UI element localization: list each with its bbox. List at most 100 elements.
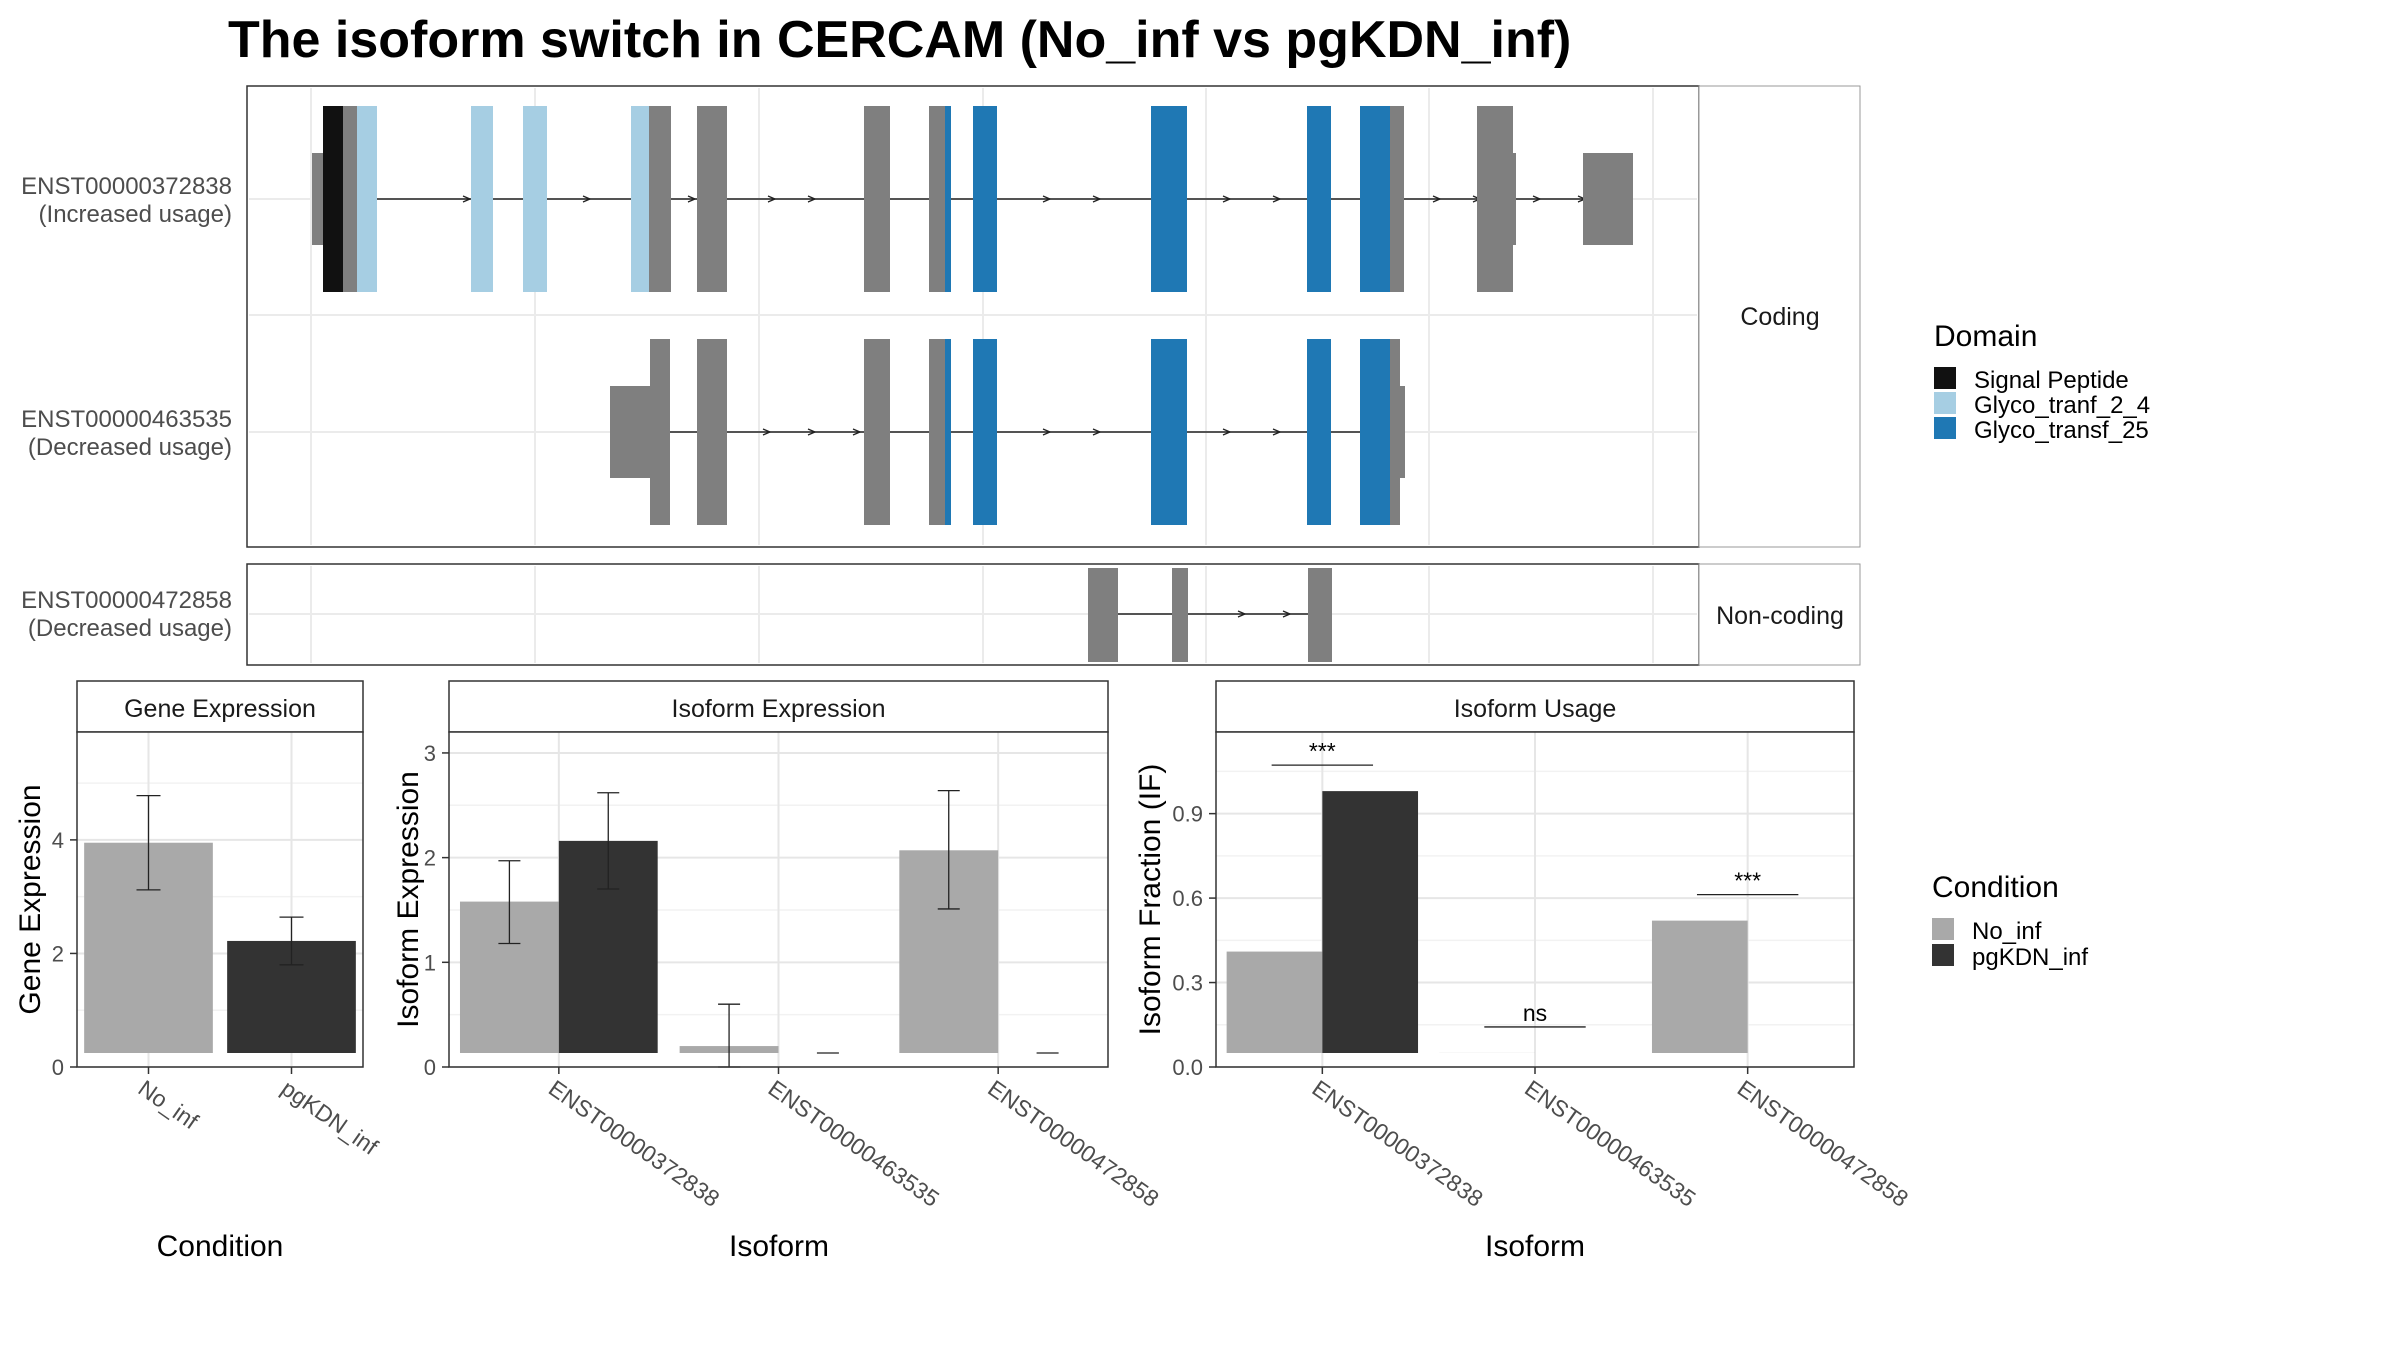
exon-block bbox=[1390, 106, 1404, 292]
y-tick-label: 3 bbox=[424, 741, 436, 766]
panel-strip-title: Isoform Expression bbox=[672, 695, 886, 723]
y-tick-label: 0 bbox=[424, 1055, 436, 1080]
exon-block bbox=[1088, 568, 1118, 662]
isoform-label-372838-usage: (Increased usage) bbox=[39, 201, 232, 228]
intron-arrow bbox=[1222, 195, 1232, 203]
intron-arrow bbox=[767, 195, 777, 203]
isoform-usage-panel: Isoform Usage *** ns *** 0.0 0.3 0.6 0.9 ENST000… bbox=[1134, 680, 1913, 1263]
exon-block bbox=[1151, 339, 1187, 525]
condition-legend-swatch-pgkdn-inf bbox=[1932, 944, 1954, 966]
transcript-exons bbox=[312, 106, 1633, 662]
condition-legend: Condition No_inf pgKDN_inf bbox=[1932, 871, 2088, 971]
bar-no-inf bbox=[1651, 920, 1748, 1053]
intron-arrow bbox=[1272, 428, 1282, 436]
exon-block bbox=[1360, 106, 1390, 292]
exon-block bbox=[973, 106, 997, 292]
bar-pgkdn-inf bbox=[1322, 791, 1419, 1053]
x-axis-title: Isoform bbox=[1485, 1230, 1585, 1263]
exon-block bbox=[1172, 568, 1188, 662]
condition-legend-label-no-inf: No_inf bbox=[1972, 918, 2042, 945]
exon-block bbox=[1399, 386, 1405, 478]
intron-arrow bbox=[852, 428, 862, 436]
condition-legend-title: Condition bbox=[1932, 871, 2059, 904]
domain-legend-title: Domain bbox=[1934, 320, 2037, 353]
y-axis-title: Gene Expression bbox=[14, 784, 47, 1014]
domain-legend-swatch-signal-peptide bbox=[1934, 367, 1956, 389]
panel-strip bbox=[76, 680, 364, 733]
x-axis-title: Isoform bbox=[729, 1230, 829, 1263]
y-tick-label: 0.6 bbox=[1172, 886, 1203, 911]
y-axis-title: Isoform Fraction (IF) bbox=[1134, 764, 1167, 1036]
condition-legend-label-pgkdn-inf: pgKDN_inf bbox=[1972, 944, 2088, 971]
intron-arrow bbox=[807, 428, 817, 436]
intron-arrow bbox=[762, 428, 772, 436]
exon-block bbox=[929, 106, 945, 292]
intron-arrow bbox=[1237, 610, 1247, 618]
panel-strip bbox=[448, 680, 1109, 733]
y-tick-label: 0 bbox=[52, 1055, 64, 1080]
exon-block bbox=[697, 339, 727, 525]
exon-block bbox=[312, 153, 326, 245]
isoform-label-472858-usage: (Decreased usage) bbox=[28, 615, 232, 642]
y-tick-label: 4 bbox=[52, 828, 64, 853]
exon-block bbox=[523, 106, 547, 292]
exon-block bbox=[864, 106, 890, 292]
isoform-label-372838-id: ENST00000372838 bbox=[21, 173, 232, 200]
x-tick-label: ENST00000463535 bbox=[1520, 1075, 1700, 1212]
exon-block bbox=[1307, 339, 1331, 525]
exon-block bbox=[1307, 106, 1331, 292]
exon-block bbox=[1477, 106, 1513, 292]
exon-block bbox=[343, 106, 357, 292]
significance-label: *** bbox=[1734, 868, 1761, 894]
intron-arrow bbox=[807, 195, 817, 203]
exon-block bbox=[1308, 568, 1332, 662]
x-tick-label: ENST00000472858 bbox=[983, 1075, 1163, 1212]
significance-label: ns bbox=[1523, 1000, 1547, 1026]
intron-arrow bbox=[1272, 195, 1282, 203]
significance-label: *** bbox=[1309, 738, 1336, 764]
y-tick-label: 2 bbox=[52, 941, 64, 966]
x-tick-label: ENST00000472858 bbox=[1733, 1075, 1913, 1212]
gene-expression-panel: Gene Expression 0 2 4 No_inf pgKDN_inf Gene Ex… bbox=[14, 680, 384, 1263]
domain-legend-label-glyco-transf-25: Glyco_transf_25 bbox=[1974, 417, 2149, 444]
exon-block bbox=[1390, 339, 1400, 525]
domain-legend-label-glyco-tranf-2-4: Glyco_tranf_2_4 bbox=[1974, 392, 2150, 419]
figure-title: The isoform switch in CERCAM (No_inf vs … bbox=[228, 11, 1571, 69]
intron-arrow bbox=[582, 195, 592, 203]
exon-block bbox=[610, 386, 652, 478]
exon-block bbox=[697, 106, 727, 292]
isoform-label-463535-id: ENST00000463535 bbox=[21, 406, 232, 433]
x-tick-label: pgKDN_inf bbox=[277, 1075, 384, 1160]
isoform-label-472858-id: ENST00000472858 bbox=[21, 587, 232, 614]
panel-strip-title: Isoform Usage bbox=[1454, 695, 1617, 723]
exon-block bbox=[1360, 339, 1390, 525]
intron-arrow bbox=[1092, 195, 1102, 203]
condition-legend-swatch-no-inf bbox=[1932, 918, 1954, 940]
intron-arrow bbox=[1092, 428, 1102, 436]
y-tick-label: 0.0 bbox=[1172, 1055, 1203, 1080]
isoform-label-463535-usage: (Decreased usage) bbox=[28, 434, 232, 461]
exon-block bbox=[631, 106, 649, 292]
domain-legend-label-signal-peptide: Signal Peptide bbox=[1974, 367, 2129, 394]
intron-arrow bbox=[1282, 610, 1292, 618]
exon-block bbox=[864, 339, 890, 525]
exon-block bbox=[1151, 106, 1187, 292]
exon-block bbox=[649, 106, 671, 292]
y-tick-label: 0.3 bbox=[1172, 971, 1203, 996]
bar-no-inf bbox=[1226, 951, 1323, 1053]
exon-block bbox=[323, 106, 343, 292]
x-tick-label: No_inf bbox=[134, 1075, 204, 1135]
intron-arrow bbox=[1042, 428, 1052, 436]
exon-block bbox=[471, 106, 493, 292]
exon-block bbox=[650, 339, 670, 525]
exon-block bbox=[929, 339, 945, 525]
x-tick-label: ENST00000372838 bbox=[544, 1075, 724, 1212]
intron-arrow bbox=[1042, 195, 1052, 203]
isoform-expression-panel: Isoform Expression 0 1 2 3 ENST00000372838 ENS… bbox=[392, 680, 1164, 1263]
intron-arrow bbox=[1222, 428, 1232, 436]
domain-legend: Domain Signal Peptide Glyco_tranf_2_4 Gl… bbox=[1934, 320, 2150, 444]
y-axis-title: Isoform Expression bbox=[392, 771, 425, 1028]
exon-block bbox=[1510, 153, 1516, 245]
exon-block bbox=[1583, 153, 1633, 245]
